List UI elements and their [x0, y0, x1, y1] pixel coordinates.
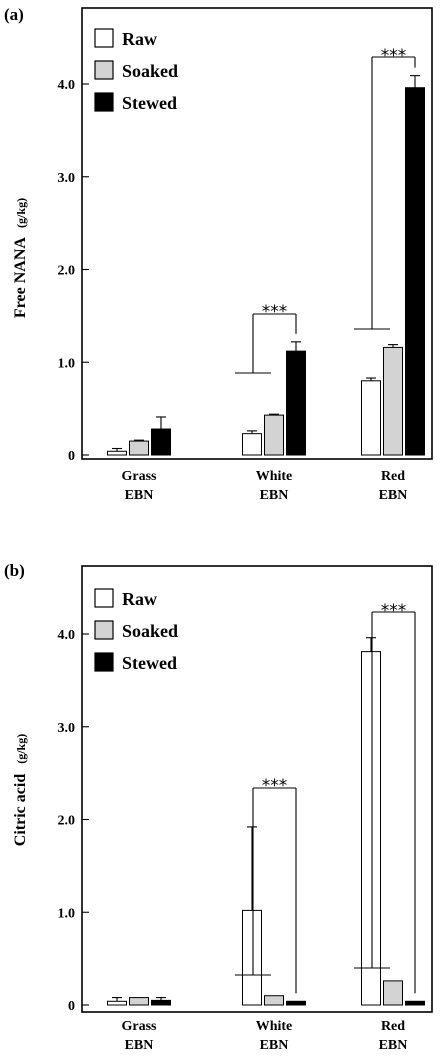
- significance-label: ***: [381, 46, 407, 66]
- bar: [286, 1000, 306, 1006]
- y-axis-label: Citric acid: [12, 774, 29, 847]
- y-tick-label: 2.0: [58, 814, 76, 829]
- bar: [264, 995, 284, 1006]
- svg-text:Free NANA (g/kg): Free NANA (g/kg): [12, 198, 29, 318]
- y-axis-title: Citric acid (g/kg): [12, 734, 29, 846]
- plot-frame: [81, 565, 433, 1013]
- x-tick-label: White: [256, 1019, 293, 1034]
- x-tick-label-sub: EBN: [379, 488, 408, 503]
- y-tick-label: 1.0: [58, 906, 76, 921]
- y-axis-title: Free NANA (g/kg): [12, 198, 29, 318]
- legend-label: Stewed: [122, 653, 177, 673]
- x-tick-label-sub: EBN: [260, 488, 289, 503]
- bar: [361, 380, 381, 456]
- y-tick-label: 2.0: [58, 264, 76, 279]
- bar: [151, 999, 171, 1006]
- y-axis-unit: (g/kg): [14, 734, 28, 764]
- y-tick-label: 4.0: [58, 628, 76, 643]
- legend-label: Soaked: [122, 61, 178, 81]
- bar: [405, 1000, 425, 1006]
- chart-panel-b: (b) Citric acid (g/kg) 0 1.0 2.0 3.0 4.0 ***…: [4, 561, 433, 1053]
- bar: [405, 87, 425, 456]
- y-axis-label: Free NANA: [12, 237, 29, 318]
- significance-annotations: *** ***: [235, 46, 416, 374]
- significance-label: ***: [262, 302, 288, 322]
- x-tick-label-sub: EBN: [125, 488, 154, 503]
- x-tick-label: White: [256, 469, 293, 484]
- significance-annotations: *** ***: [235, 601, 416, 994]
- y-axis-ticks: 0 1.0 2.0 3.0 4.0: [58, 78, 89, 464]
- bar: [129, 997, 149, 1006]
- bar: [107, 450, 127, 456]
- bar: [242, 909, 262, 1006]
- bar: [383, 980, 403, 1006]
- y-axis-ticks: 0 1.0 2.0 3.0 4.0: [58, 628, 89, 1014]
- y-tick-label: 1.0: [58, 356, 76, 371]
- bar: [242, 433, 262, 456]
- y-axis-unit: (g/kg): [14, 198, 28, 228]
- plot-frame: [81, 7, 433, 460]
- bars: [107, 637, 425, 1006]
- x-tick-label-sub: EBN: [125, 1038, 154, 1053]
- x-tick-label-sub: EBN: [260, 1038, 289, 1053]
- legend-label: Stewed: [122, 93, 177, 113]
- bar: [107, 1000, 127, 1006]
- significance-label: ***: [262, 776, 288, 796]
- legend-swatch: [94, 588, 114, 608]
- legend-swatch: [94, 92, 114, 112]
- bar: [286, 350, 306, 456]
- x-tick-label: Grass: [122, 1019, 158, 1034]
- legend-swatch: [94, 652, 114, 672]
- y-tick-label: 0: [68, 999, 75, 1014]
- x-tick-label: Grass: [122, 469, 158, 484]
- legend: Raw Soaked Stewed: [94, 28, 178, 113]
- legend-swatch: [94, 60, 114, 80]
- y-tick-label: 3.0: [58, 721, 76, 736]
- significance-label: ***: [381, 601, 407, 621]
- x-tick-label-sub: EBN: [379, 1038, 408, 1053]
- y-tick-label: 4.0: [58, 78, 76, 93]
- bars: [107, 75, 425, 456]
- panel-label: (a): [4, 5, 24, 24]
- chart-panel-a: (a) Free NANA (g/kg) 01.02.03.04.0 *****…: [4, 5, 433, 503]
- legend-label: Soaked: [122, 621, 178, 641]
- x-axis-labels: Grass EBN White EBN Red EBN: [122, 1019, 408, 1053]
- panel-label: (b): [4, 561, 25, 580]
- legend-swatch: [94, 28, 114, 48]
- y-tick-label: 3.0: [58, 171, 76, 186]
- bar: [383, 346, 403, 456]
- x-tick-label: Red: [381, 469, 405, 484]
- legend-label: Raw: [122, 589, 157, 609]
- bar: [151, 428, 171, 456]
- legend-label: Raw: [122, 29, 157, 49]
- legend-swatch: [94, 620, 114, 640]
- x-axis-labels: Grass EBN White EBN Red EBN: [122, 469, 408, 503]
- bar: [361, 651, 381, 1006]
- x-tick-label: Red: [381, 1019, 405, 1034]
- legend: Raw Soaked Stewed: [94, 588, 178, 673]
- y-tick-label: 0: [68, 449, 75, 464]
- bar: [264, 414, 284, 456]
- bar: [129, 440, 149, 456]
- svg-text:Citric acid (g/kg): Citric acid (g/kg): [12, 734, 29, 846]
